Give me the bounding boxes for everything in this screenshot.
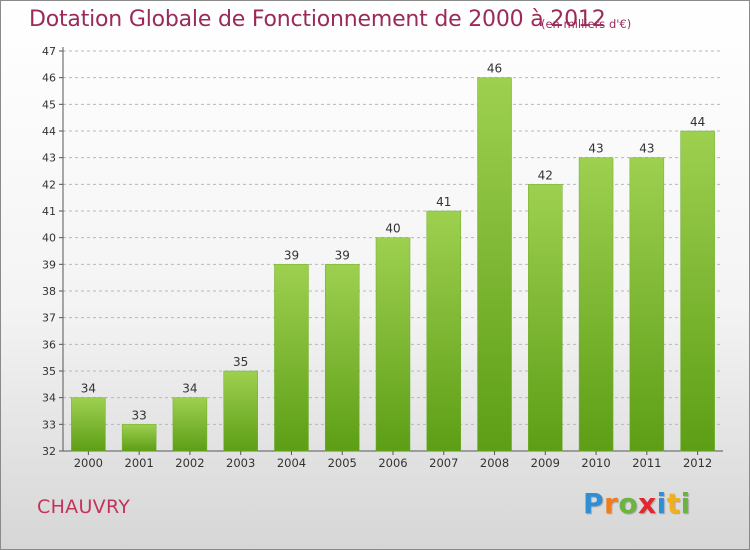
logo-letter: r bbox=[604, 487, 619, 520]
bar-2009 bbox=[528, 184, 563, 452]
data-label: 43 bbox=[639, 142, 654, 156]
x-tick-label: 2010 bbox=[581, 456, 610, 470]
x-tick-label: 2009 bbox=[531, 456, 560, 470]
data-label: 35 bbox=[233, 355, 248, 369]
y-tick-label: 45 bbox=[42, 98, 56, 111]
chart-subtitle: (en milliers d'€) bbox=[541, 17, 632, 31]
y-tick-label: 32 bbox=[42, 445, 56, 458]
bar-2002 bbox=[172, 397, 208, 452]
bar-2007 bbox=[426, 210, 462, 452]
x-tick-label: 2001 bbox=[125, 456, 154, 470]
chart-title: Dotation Globale de Fonctionnement de 20… bbox=[29, 7, 606, 32]
bars bbox=[71, 77, 715, 452]
data-labels: 34 33 34 35 39 39 40 41 46 42 43 43 44 bbox=[81, 62, 706, 423]
data-label: 43 bbox=[588, 142, 603, 156]
x-tick-label: 2006 bbox=[378, 456, 407, 470]
bar-2000 bbox=[71, 397, 106, 452]
y-tick-label: 41 bbox=[42, 205, 56, 218]
x-tick-label: 2012 bbox=[683, 456, 712, 470]
y-tick-label: 46 bbox=[42, 72, 56, 85]
x-tick-label: 2000 bbox=[74, 456, 103, 470]
y-tick-label: 39 bbox=[42, 258, 56, 271]
y-tick-label: 40 bbox=[42, 232, 56, 245]
data-label: 34 bbox=[81, 382, 96, 396]
y-tick-label: 47 bbox=[42, 45, 56, 58]
x-tick-labels: 2000 2001 2002 2003 2004 2005 2006 2007 2008 2009… bbox=[74, 456, 713, 470]
proxiti-logo[interactable]: Proxiti bbox=[583, 487, 691, 520]
data-label: 39 bbox=[284, 248, 299, 262]
logo-letter: x bbox=[638, 487, 657, 520]
logo-letter: i bbox=[680, 487, 691, 520]
town-name: CHAUVRY bbox=[37, 496, 131, 518]
y-tick-label: 33 bbox=[42, 418, 56, 431]
bar-2011 bbox=[629, 157, 665, 452]
y-tick-label: 37 bbox=[42, 312, 56, 325]
logo-letter: o bbox=[618, 487, 639, 520]
y-tick-label: 36 bbox=[42, 338, 56, 351]
y-tick-label: 38 bbox=[42, 285, 56, 298]
x-tick-label: 2004 bbox=[277, 456, 306, 470]
x-tick-label: 2002 bbox=[175, 456, 204, 470]
data-label: 40 bbox=[385, 222, 400, 236]
y-tick-label: 42 bbox=[42, 178, 56, 191]
bar-2003 bbox=[223, 370, 258, 452]
bar-2001 bbox=[121, 424, 157, 452]
data-label: 46 bbox=[487, 62, 502, 76]
bar-2005 bbox=[324, 264, 360, 452]
bar-2010 bbox=[578, 157, 614, 452]
bar-2004 bbox=[274, 264, 309, 452]
y-tick-label: 35 bbox=[42, 365, 56, 378]
y-tick-label: 44 bbox=[42, 125, 56, 138]
x-tick-label: 2008 bbox=[480, 456, 509, 470]
data-label: 41 bbox=[436, 195, 451, 209]
data-label: 39 bbox=[335, 248, 350, 262]
y-tick-labels: 32 33 34 35 36 37 38 39 40 41 42 43 44 45 46 47 bbox=[42, 45, 56, 458]
y-tick-label: 34 bbox=[42, 392, 56, 405]
bar-2006 bbox=[375, 237, 411, 452]
bar-2008 bbox=[477, 77, 512, 452]
y-tick-label: 43 bbox=[42, 152, 56, 165]
logo-letter: P bbox=[583, 487, 605, 520]
x-tick-label: 2011 bbox=[632, 456, 661, 470]
logo-letter: i bbox=[656, 487, 667, 520]
logo-letter: t bbox=[666, 487, 681, 520]
data-label: 34 bbox=[182, 382, 197, 396]
x-tick-label: 2005 bbox=[328, 456, 357, 470]
data-label: 44 bbox=[690, 115, 705, 129]
x-tick-label: 2003 bbox=[226, 456, 255, 470]
data-label: 33 bbox=[132, 408, 147, 422]
x-tick-label: 2007 bbox=[429, 456, 458, 470]
bar-2012 bbox=[680, 130, 715, 452]
data-label: 42 bbox=[538, 168, 553, 182]
